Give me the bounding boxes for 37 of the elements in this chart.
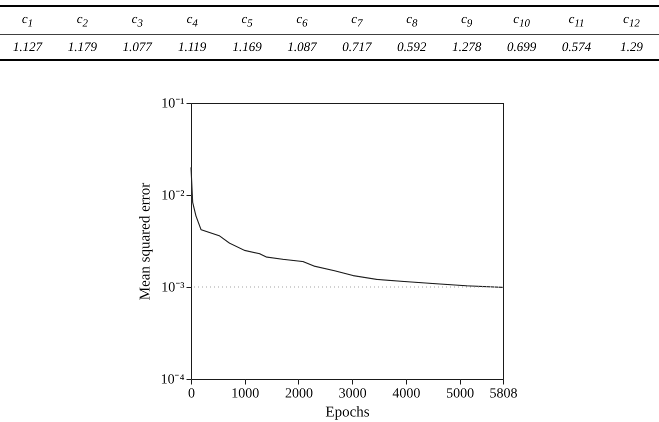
x-tick-label: 4000 [392,386,420,402]
text: 1.169 [231,38,263,56]
text: c$_{12}$ [604,6,659,34]
text: 1.179 [66,38,98,56]
text: c$_{2}$ [54,6,110,34]
text: 1.087 [286,38,318,56]
x-tick-label: 0 [188,386,195,402]
text: 1.127 [12,38,44,56]
y-tick-label: 10⁻² [161,188,184,204]
text: c$_{5}$ [220,6,275,34]
y-tick-label: 10⁻³ [161,280,184,296]
text: c$_{11}$ [549,6,604,34]
x-tick-label: 3000 [338,386,367,402]
text: c$_{4}$ [164,6,220,34]
text: c$_{8}$ [384,6,440,34]
text: 0.717 [341,38,373,56]
text: 1.119 [177,38,208,56]
x-tick-label: 5808 [490,386,518,402]
y-tick-label: 10⁻⁴ [160,372,185,388]
text: c$_{3}$ [110,6,165,34]
text: 1.077 [122,38,154,56]
x-tick-label: 2000 [284,386,313,402]
x-axis-title: Epochs [325,404,370,420]
text: 0.574 [560,38,592,56]
text: c$_{6}$ [274,6,330,34]
y-tick-label: 10⁻¹ [161,96,184,112]
text: c$_{1}$ [0,6,55,34]
x-tick-label: 1000 [231,386,260,402]
text: 0.592 [396,38,428,56]
text: 0.699 [506,38,538,56]
text: 1.278 [451,38,482,56]
text: 1.29 [619,38,644,56]
text: c$_{7}$ [329,6,384,34]
x-tick-label: 5000 [446,386,474,402]
y-axis-title: Mean squared error [138,182,154,300]
text: c$_{9}$ [439,6,494,34]
text: c$_{10}$ [494,6,550,34]
